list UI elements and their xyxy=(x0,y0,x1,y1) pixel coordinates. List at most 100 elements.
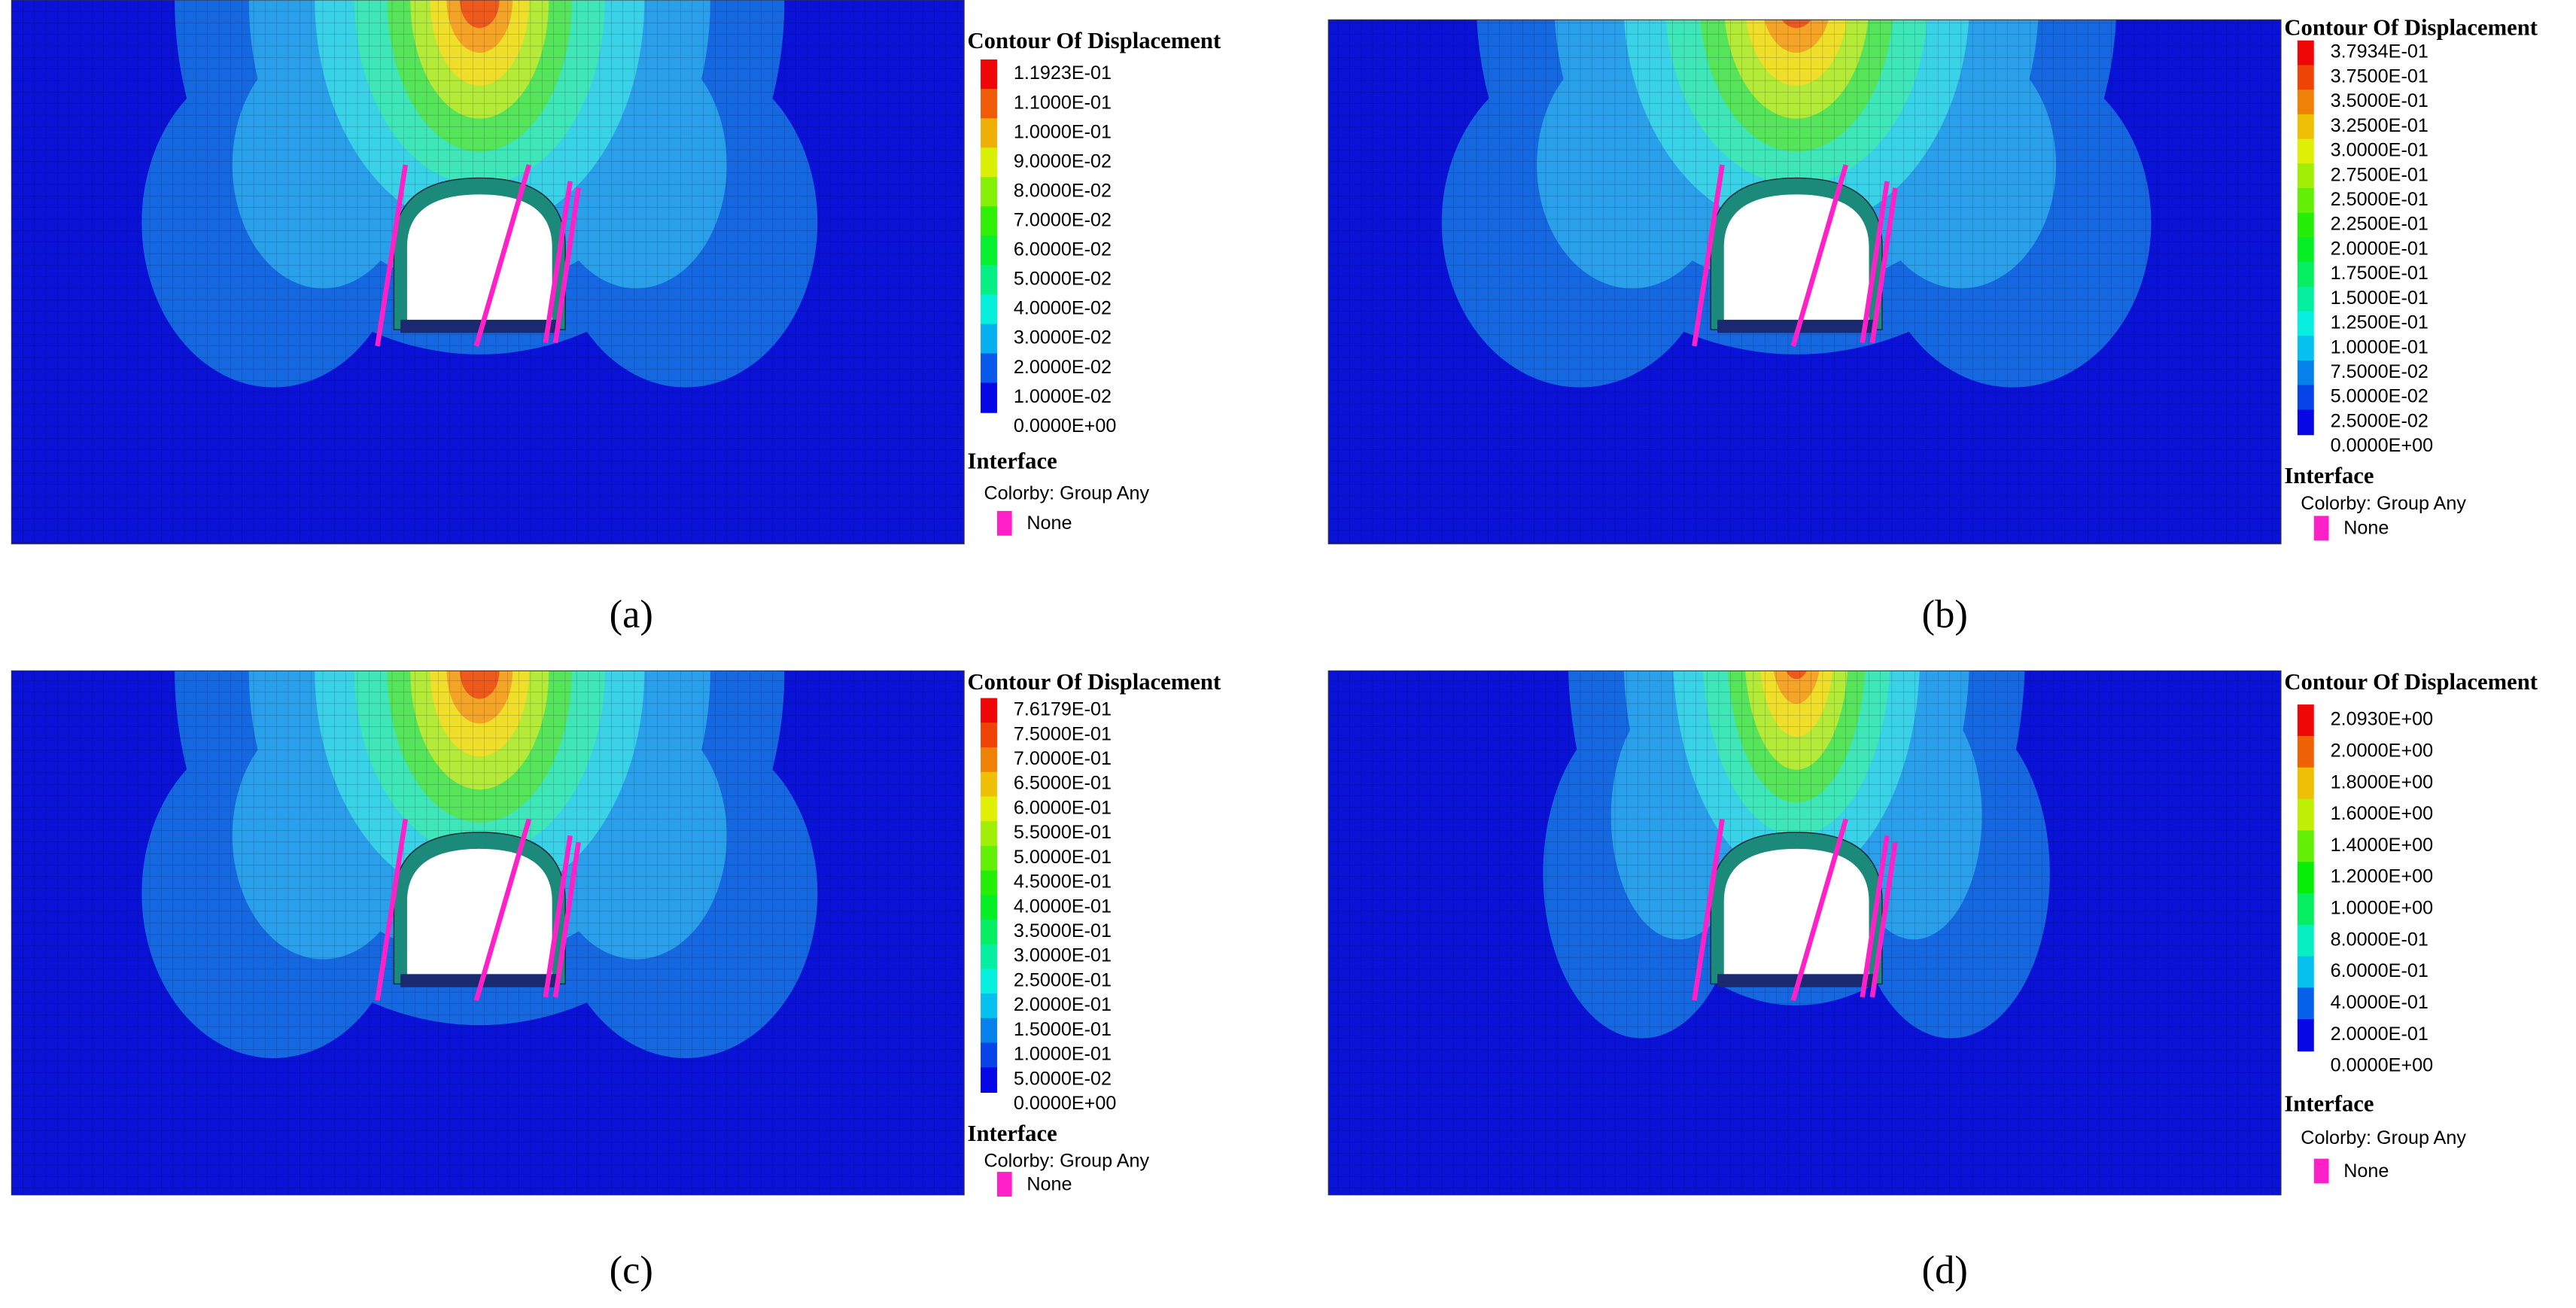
legend-swatch xyxy=(2297,286,2314,312)
legend-label: 3.0000E-01 xyxy=(1014,945,1112,966)
legend-label: 1.0000E-01 xyxy=(2331,336,2428,357)
legend-label: 6.0000E-01 xyxy=(1014,797,1112,818)
legend-colorby: Colorby: Group Any xyxy=(2301,1127,2466,1148)
legend-title: Contour Of Displacement xyxy=(2284,669,2538,695)
legend-swatch xyxy=(2297,1019,2314,1052)
legend-title: Contour Of Displacement xyxy=(968,28,1221,53)
legend-label: 3.0000E-02 xyxy=(1014,327,1112,348)
legend-label: 4.0000E-02 xyxy=(1014,298,1112,319)
legend-label: 2.0000E-01 xyxy=(2331,1024,2428,1045)
legend-swatch xyxy=(981,265,997,296)
legend-label: 3.7500E-01 xyxy=(2331,65,2428,87)
legend-swatch xyxy=(981,969,997,995)
legend-interface: Interface xyxy=(2284,1091,2374,1117)
legend-none-swatch xyxy=(2313,516,2329,541)
legend-swatch xyxy=(981,1018,997,1044)
panel: Contour Of Displacement 2.0930E+00 2.0000E… xyxy=(1328,669,2538,1292)
rock-bolt xyxy=(1790,164,1848,347)
legend-label: 2.7500E-01 xyxy=(2331,164,2428,185)
legend-swatch xyxy=(981,771,997,798)
legend-label: 0.0000E+00 xyxy=(2331,1055,2433,1076)
tunnel xyxy=(1723,194,1869,324)
rock-bolt xyxy=(543,835,573,998)
rock-bolt xyxy=(375,818,408,1001)
legend-label: 4.0000E-01 xyxy=(2331,992,2428,1013)
legend-swatch xyxy=(2297,409,2314,436)
legend-label: 1.2500E-01 xyxy=(2331,312,2428,333)
legend-swatch xyxy=(981,324,997,354)
legend-label: 1.0000E-02 xyxy=(1014,386,1112,407)
caption: (c) xyxy=(610,1249,653,1292)
legend-label: 2.5000E-01 xyxy=(1014,969,1112,990)
legend-swatch xyxy=(981,177,997,208)
legend-swatch xyxy=(2297,956,2314,989)
legend-label: 1.1000E-01 xyxy=(1014,92,1112,113)
legend-swatch xyxy=(2297,114,2314,140)
legend-swatch xyxy=(981,1067,997,1094)
legend-swatch xyxy=(981,845,997,871)
legend-label: 0.0000E+00 xyxy=(2331,435,2433,456)
tunnel xyxy=(1723,848,1869,978)
legend-swatch xyxy=(2297,40,2314,66)
plot-frame xyxy=(11,670,965,1196)
plot-frame xyxy=(11,0,965,545)
legend-label: 1.5000E-01 xyxy=(2331,287,2428,309)
legend-label: 8.0000E-02 xyxy=(1014,180,1112,201)
legend-none: None xyxy=(1026,1173,1072,1194)
legend-label: 9.0000E-02 xyxy=(1014,151,1112,172)
legend-swatch xyxy=(2297,65,2314,91)
legend-label: 1.0000E-01 xyxy=(1014,121,1112,142)
legend-label: 0.0000E+00 xyxy=(1014,415,1116,437)
legend-swatch xyxy=(981,919,997,945)
legend-label: 7.0000E-02 xyxy=(1014,209,1112,230)
legend-swatch xyxy=(981,118,997,149)
legend-swatch xyxy=(2297,90,2314,115)
legend-none-swatch xyxy=(2313,1158,2329,1184)
legend-label: 1.0000E+00 xyxy=(2331,898,2433,919)
legend-swatch xyxy=(981,895,997,921)
rock-bolt xyxy=(473,164,532,347)
legend-swatch xyxy=(2297,830,2314,863)
legend-label: 5.5000E-01 xyxy=(1014,822,1112,843)
legend-swatch xyxy=(981,698,997,724)
rock-bolt xyxy=(375,164,408,347)
legend-label: 3.5000E-01 xyxy=(2331,90,2428,111)
legend-label: 7.6179E-01 xyxy=(1014,699,1112,720)
legend-swatch xyxy=(981,206,997,237)
legend-label: 5.0000E-02 xyxy=(1014,1068,1112,1089)
rock-bolt xyxy=(473,818,532,1002)
rock-bolt xyxy=(1790,818,1848,1002)
legend-label: 2.5000E-01 xyxy=(2331,189,2428,210)
contour-plot xyxy=(11,0,965,544)
legend-swatch xyxy=(981,821,997,847)
caption: (a) xyxy=(610,592,653,636)
legend-swatch xyxy=(981,148,997,178)
legend-swatch xyxy=(2297,138,2314,165)
legend-label: 5.0000E-01 xyxy=(1014,847,1112,868)
legend-label: 8.0000E-01 xyxy=(2331,929,2428,950)
legend-label: 6.5000E-01 xyxy=(1014,773,1112,794)
legend-label: 3.7934E-01 xyxy=(2331,41,2428,62)
rock-bolt xyxy=(1869,841,1898,998)
rock-bolt xyxy=(552,841,581,998)
legend-swatch xyxy=(981,59,997,90)
rock-bolt xyxy=(543,181,573,344)
panel: Contour Of Displacement 1.1923E-01 1.1000E… xyxy=(11,0,1221,636)
legend-swatch xyxy=(2297,336,2314,362)
legend-swatch xyxy=(2297,862,2314,895)
rock-bolt xyxy=(552,187,581,344)
legend-none: None xyxy=(2343,518,2389,539)
legend-label: 1.1923E-01 xyxy=(1014,62,1112,84)
legend-label: 7.0000E-01 xyxy=(1014,748,1112,769)
rock-bolt xyxy=(1869,187,1898,344)
legend-label: 2.0000E-02 xyxy=(1014,357,1112,378)
plot-frame xyxy=(1328,670,2282,1196)
legend-label: 2.0930E+00 xyxy=(2331,709,2433,730)
legend-swatch xyxy=(2297,798,2314,832)
legend-interface: Interface xyxy=(968,1121,1057,1146)
legend-swatch xyxy=(2297,311,2314,337)
legend-label: 1.2000E+00 xyxy=(2331,866,2433,887)
legend-label: 2.0000E-01 xyxy=(1014,994,1112,1015)
legend-label: 3.2500E-01 xyxy=(2331,115,2428,136)
legend-label: 6.0000E-01 xyxy=(2331,960,2428,981)
